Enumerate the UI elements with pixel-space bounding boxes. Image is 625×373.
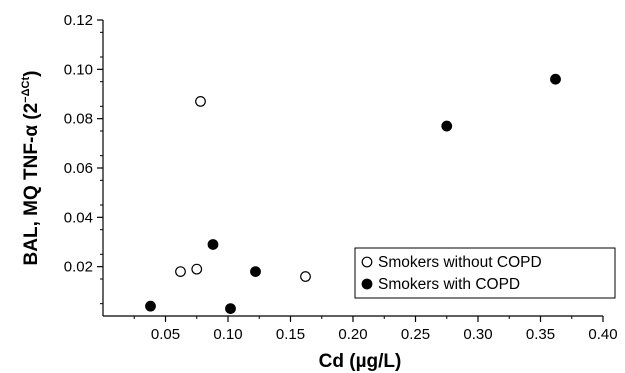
y-tick-label: 0.08 — [64, 111, 93, 128]
data-point-with-copd — [225, 303, 236, 315]
y-tick-label: 0.12 — [64, 12, 93, 29]
y-tick-label: 0.10 — [64, 61, 93, 78]
y-tick-label: 0.02 — [64, 259, 93, 276]
x-tick-label: 0.25 — [401, 326, 430, 343]
x-tick-label: 0.20 — [338, 326, 367, 343]
x-tick-label: 0.35 — [526, 326, 555, 343]
data-points — [145, 73, 561, 315]
y-axis-label-superscript: −ΔCt — [20, 77, 32, 103]
y-axis-label-main: BAL, MQ TNF-α (2 — [21, 103, 42, 266]
y-axis-label-group: BAL, MQ TNF-α (2−ΔCt) — [20, 71, 42, 266]
x-tick-label: 0.40 — [588, 326, 617, 343]
data-point-with-copd — [250, 266, 261, 278]
data-point-with-copd — [145, 300, 156, 312]
y-tick-label: 0.04 — [64, 209, 93, 226]
data-point-with-copd — [441, 120, 453, 132]
legend-marker-filled — [361, 278, 373, 290]
y-axis-label-close: ) — [21, 71, 42, 77]
y-axis-label: BAL, MQ TNF-α (2−ΔCt) — [20, 71, 42, 266]
x-tick-label: 0.05 — [151, 326, 180, 343]
data-point-without-copd — [300, 271, 311, 282]
legend-box — [354, 247, 616, 299]
x-axis-label: Cd (µg/L) — [319, 351, 402, 372]
x-tick-label: 0.15 — [276, 326, 305, 343]
data-point-with-copd — [207, 239, 219, 250]
legend-marker-open — [361, 256, 373, 268]
x-axis-ticks: 0.05 0.10 0.15 0.20 0.25 0.30 0.35 0.40 — [133, 316, 618, 343]
legend-label-smokers-without-copd: Smokers without COPD — [378, 254, 542, 271]
y-tick-label: 0.06 — [64, 160, 93, 177]
data-point-without-copd — [195, 95, 206, 107]
data-point-without-copd — [191, 263, 203, 275]
data-point-without-copd — [175, 266, 186, 278]
y-axis-ticks: 0.02 0.04 0.06 0.08 0.10 0.12 — [64, 12, 103, 305]
legend: Smokers without COPD Smokers with COPD — [354, 247, 616, 299]
x-tick-label: 0.10 — [213, 326, 242, 343]
legend-label-smokers-with-copd: Smokers with COPD — [378, 276, 520, 293]
data-point-with-copd — [550, 73, 561, 85]
x-tick-label: 0.30 — [463, 326, 492, 343]
